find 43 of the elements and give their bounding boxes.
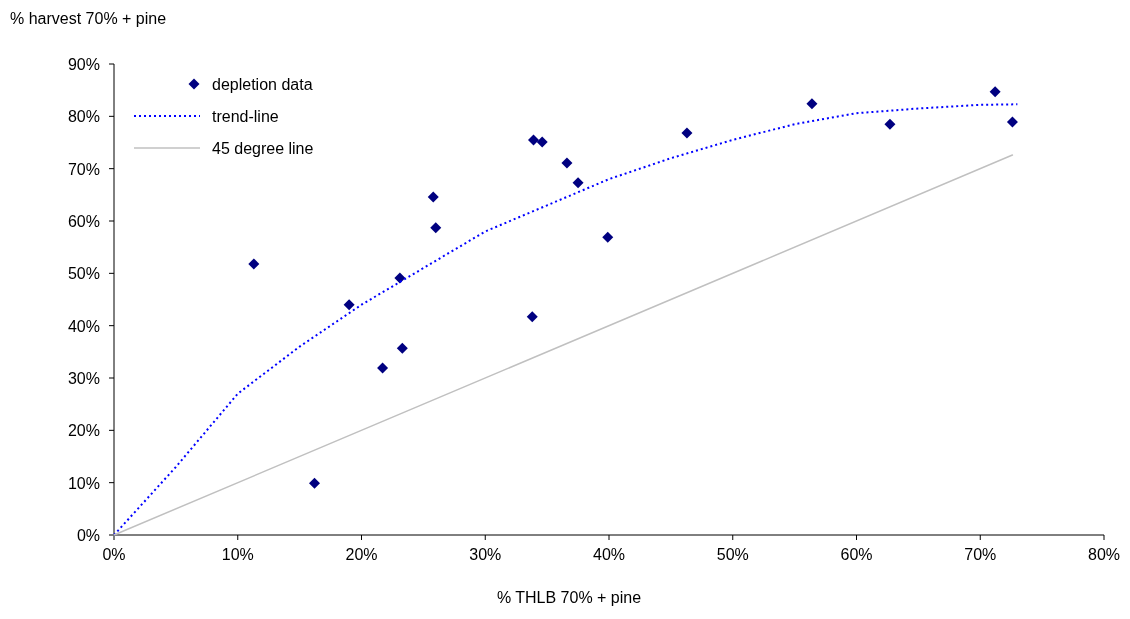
y-axis-title: % harvest 70% + pine [10, 10, 167, 27]
point [989, 86, 1001, 98]
point [1006, 116, 1018, 128]
point [806, 98, 818, 110]
y-tick-label: 70% [67, 160, 100, 178]
y-tick-label: 40% [67, 317, 100, 335]
x-tick-label: 0% [102, 546, 126, 563]
y-tick-label: 10% [67, 474, 100, 492]
point [536, 136, 548, 148]
point [308, 477, 320, 489]
legend-label: trend-line [212, 108, 279, 125]
point [602, 231, 614, 243]
point [430, 222, 442, 234]
point [427, 191, 439, 203]
y-tick-label: 50% [67, 265, 100, 283]
legend-label: 45 degree line [212, 140, 314, 157]
point [681, 127, 693, 139]
point [561, 157, 573, 169]
point [884, 118, 896, 130]
y-tick-label: 0% [76, 527, 100, 544]
point [528, 134, 540, 146]
x-tick-label: 10% [221, 546, 254, 563]
point [526, 311, 538, 323]
y-tick-label: 80% [67, 108, 100, 126]
x-tick-label: 30% [469, 546, 502, 563]
point [343, 299, 355, 311]
point [377, 362, 389, 374]
point [396, 342, 408, 354]
x-tick-label: 60% [840, 546, 873, 563]
point [248, 258, 260, 270]
point [572, 177, 584, 189]
y-tick-label: 20% [67, 422, 100, 440]
point [394, 272, 406, 284]
x-tick-label: 70% [964, 546, 997, 563]
x-tick-label: 40% [592, 546, 626, 563]
x-tick-label: 80% [1087, 546, 1121, 563]
y-tick-label: 30% [67, 370, 100, 387]
x-tick-label: 20% [345, 546, 378, 563]
y-tick-label: 60% [67, 213, 100, 230]
legend-label: depletion data [212, 76, 313, 93]
x-axis-title: % THLB 70% + pine [496, 589, 642, 606]
x-tick-label: 50% [716, 546, 749, 563]
y-tick-label: 90% [67, 56, 100, 73]
